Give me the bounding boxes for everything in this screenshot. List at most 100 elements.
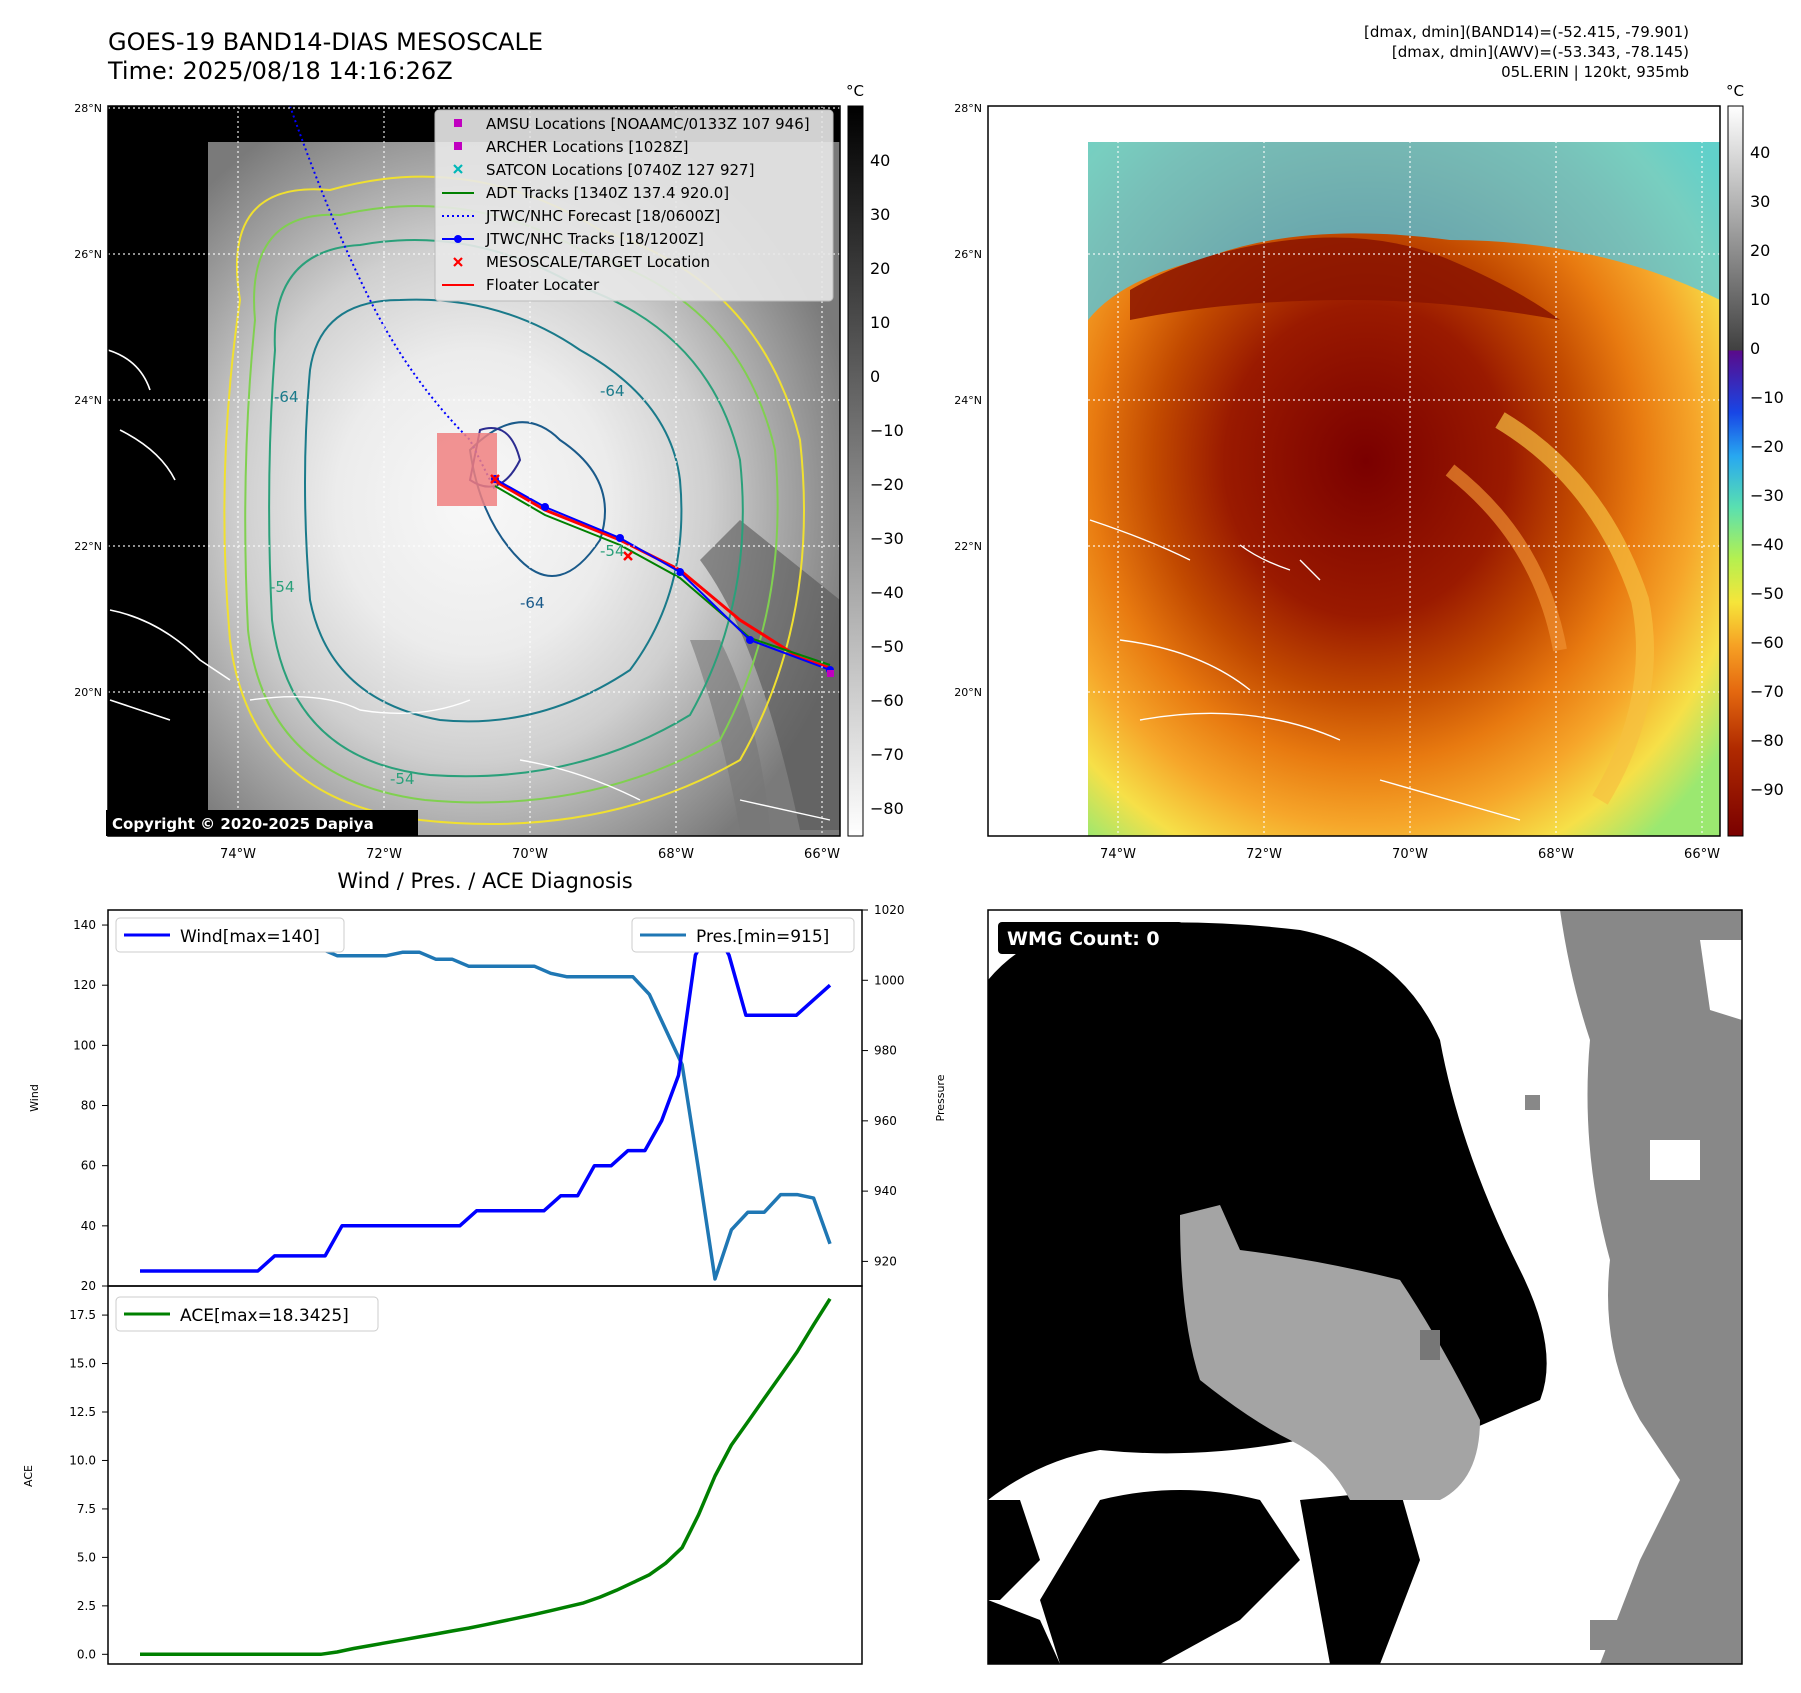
- legend-marker-x-icon: [453, 164, 463, 174]
- color-colorbar-ticks: 40 30 20 10 0 −10 −20 −30 −40 −50 −60 −7…: [1750, 143, 1784, 799]
- pressure-series-line: [140, 925, 832, 1281]
- ir-lon-label: 70°W: [512, 847, 548, 862]
- y-tick-label: 7.5: [77, 1502, 96, 1516]
- color-lon-label: 70°W: [1392, 847, 1428, 862]
- wind-axis-label: Wind: [28, 1084, 41, 1112]
- title-line-2: Time: 2025/08/18 14:16:26Z: [108, 57, 453, 85]
- wind-legend: Wind[max=140]: [115, 917, 345, 953]
- y-tick-label: 140: [73, 918, 96, 932]
- y-tick-label: 1000: [874, 973, 905, 987]
- color-lon-label: 72°W: [1246, 847, 1282, 862]
- y-tick-label: 40: [81, 1219, 96, 1233]
- y-tick-label: 1020: [874, 903, 905, 917]
- legend-marker-dot-icon: [454, 235, 462, 243]
- contour-label-6: -54: [600, 542, 625, 560]
- y-tick-label: 0.0: [77, 1647, 96, 1661]
- y-tick-label: 5.0: [77, 1550, 96, 1564]
- ir-cbar-tick: 20: [870, 259, 890, 278]
- ir-cbar-tick: −20: [870, 475, 904, 494]
- color-lat-label: 22°N: [954, 540, 982, 553]
- ir-map-frame: [107, 105, 841, 837]
- ir-lat-label: 20°N: [74, 686, 102, 699]
- wind-y-ticks: 140 120 100 80 60 40 20: [73, 918, 108, 1293]
- color-cbar-tick: 30: [1750, 192, 1770, 211]
- wind-series-line: [140, 923, 832, 1273]
- color-cbar-tick: 0: [1750, 339, 1760, 358]
- color-lon-label: 66°W: [1684, 847, 1720, 862]
- ir-cbar-tick: −40: [870, 583, 904, 602]
- ir-cbar-tick: −30: [870, 529, 904, 548]
- diagnosis-title: Wind / Pres. / ACE Diagnosis: [337, 869, 632, 893]
- ace-y-ticks: 17.5 15.0 12.5 10.0 7.5 5.0 2.5 0.0: [69, 1308, 108, 1661]
- legend-entry-floater: Floater Locater: [486, 276, 600, 294]
- wmg-count-label: WMG Count: 0: [1007, 928, 1160, 950]
- legend-marker-square-icon: [454, 119, 462, 127]
- legend-marker-square-icon: [454, 142, 462, 150]
- legend-entry-adt: ADT Tracks [1340Z 137.4 920.0]: [486, 184, 729, 202]
- legend-marker-x-icon: [453, 257, 463, 267]
- legend-entry-tracks: JTWC/NHC Tracks [18/1200Z]: [485, 230, 704, 248]
- ir-lon-labels: 74°W 72°W 70°W 68°W 66°W: [220, 847, 840, 862]
- ir-cbar-tick: 40: [870, 151, 890, 170]
- color-cbar-tick: −20: [1750, 437, 1784, 456]
- ace-legend: ACE[max=18.3425]: [115, 1296, 379, 1332]
- title-line-1: GOES-19 BAND14-DIAS MESOSCALE: [108, 28, 544, 56]
- ir-cbar-tick: −70: [870, 745, 904, 764]
- ir-colorbar: [847, 105, 864, 837]
- legend-entry-target: MESOSCALE/TARGET Location: [486, 253, 710, 271]
- ir-lat-label: 24°N: [74, 394, 102, 407]
- y-tick-label: 10.0: [69, 1453, 96, 1467]
- ir-cbar-tick: 0: [870, 367, 880, 386]
- y-tick-label: 120: [73, 978, 96, 992]
- ir-lon-label: 74°W: [220, 847, 256, 862]
- legend-entry-forecast: JTWC/NHC Forecast [18/0600Z]: [485, 207, 720, 225]
- contour-label-4: -54: [390, 770, 415, 788]
- color-colorbar-unit: °C: [1726, 82, 1744, 100]
- ir-lon-label: 66°W: [804, 847, 840, 862]
- color-lat-label: 20°N: [954, 686, 982, 699]
- pressure-y-ticks: 1020 1000 980 960 940 920: [862, 903, 905, 1268]
- legend-entry-satcon: SATCON Locations [0740Z 127 927]: [486, 161, 754, 179]
- ir-cbar-tick: −80: [870, 799, 904, 818]
- wind-plot-area: [140, 923, 832, 1281]
- ir-cbar-tick: −60: [870, 691, 904, 710]
- color-lat-label: 24°N: [954, 394, 982, 407]
- y-tick-label: 960: [874, 1114, 897, 1128]
- wmg-panel: [988, 910, 1742, 1664]
- contour-label-3: -54: [270, 578, 295, 596]
- color-cbar-tick: −70: [1750, 682, 1784, 701]
- color-cbar-tick: 40: [1750, 143, 1770, 162]
- ir-lat-label: 22°N: [74, 540, 102, 553]
- color-colorbar: [1727, 105, 1744, 837]
- y-tick-label: 920: [874, 1254, 897, 1268]
- info-line-2: [dmax, dmin](AWV)=(-53.343, -78.145): [1391, 43, 1689, 61]
- y-tick-label: 20: [81, 1279, 96, 1293]
- y-tick-label: 100: [73, 1038, 96, 1052]
- legend-entry-amsu: AMSU Locations [NOAAMC/0133Z 107 946]: [486, 115, 810, 133]
- y-tick-label: 17.5: [69, 1308, 96, 1322]
- ir-cbar-tick: −10: [870, 421, 904, 440]
- ace-legend-label: ACE[max=18.3425]: [180, 1306, 349, 1326]
- ir-lon-label: 72°W: [366, 847, 402, 862]
- color-cbar-tick: −90: [1750, 780, 1784, 799]
- color-map-frame: [987, 105, 1721, 837]
- color-map-panel: [988, 106, 1720, 836]
- y-tick-label: 15.0: [69, 1357, 96, 1371]
- y-tick-label: 940: [874, 1184, 897, 1198]
- ir-lon-label: 68°W: [658, 847, 694, 862]
- color-cbar-tick: 20: [1750, 241, 1770, 260]
- wind-legend-label: Wind[max=140]: [180, 927, 320, 947]
- legend-entry-archer: ARCHER Locations [1028Z]: [486, 138, 689, 156]
- contour-label-5: -64: [520, 594, 545, 612]
- pressure-legend-label: Pres.[min=915]: [696, 927, 829, 947]
- ace-series-line: [140, 1297, 832, 1657]
- ir-colorbar-unit: °C: [846, 82, 864, 100]
- copyright-text: Copyright © 2020-2025 Dapiya: [112, 815, 374, 833]
- wmg-frame: [987, 909, 1743, 1665]
- color-lat-label: 28°N: [954, 102, 982, 115]
- contour-label-1: -64: [274, 388, 299, 406]
- ir-lat-label: 26°N: [74, 248, 102, 261]
- color-lon-labels: 74°W 72°W 70°W 68°W 66°W: [1100, 847, 1720, 862]
- ir-lat-labels: 28°N 26°N 24°N 22°N 20°N: [74, 102, 102, 699]
